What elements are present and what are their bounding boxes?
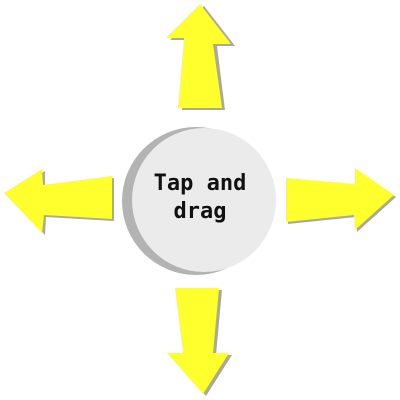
drag-knob[interactable] bbox=[122, 127, 276, 275]
arrow-down-icon bbox=[167, 288, 232, 396]
arrow-up-icon bbox=[166, 4, 235, 110]
arrow-left-icon bbox=[4, 169, 114, 235]
arrow-right-icon bbox=[286, 168, 396, 232]
